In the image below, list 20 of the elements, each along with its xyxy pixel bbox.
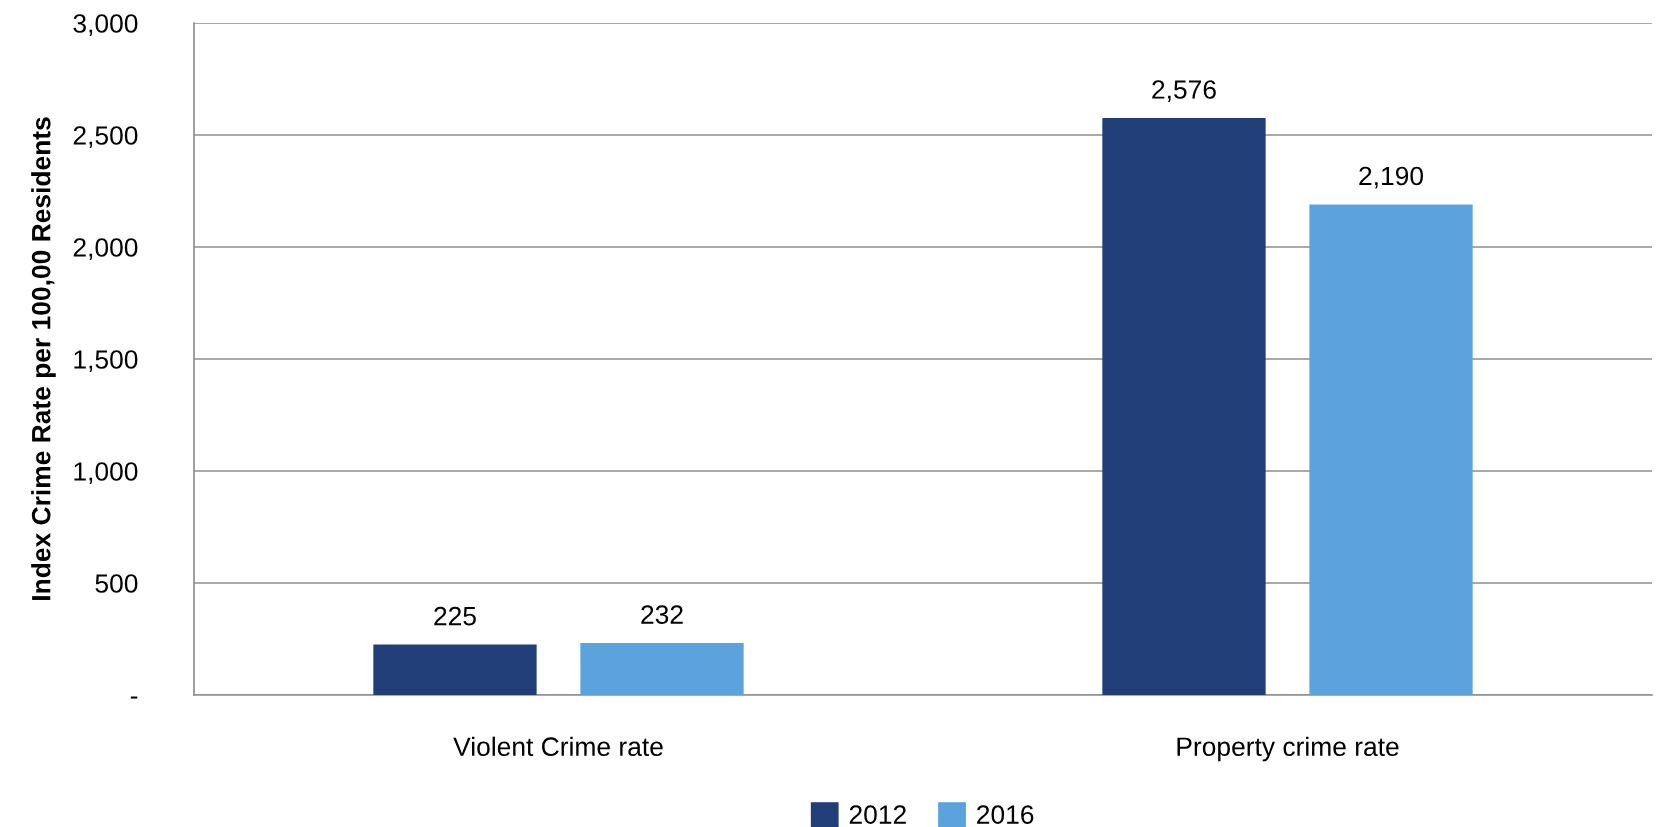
legend-label: 2016: [977, 805, 1034, 824]
bar: [1102, 117, 1266, 695]
bar: [580, 643, 744, 695]
legend-label: 2012: [849, 805, 906, 824]
bar: [373, 644, 537, 695]
y-axis-title: Index Crime Rate per 100,00 Residents: [31, 117, 56, 600]
x-tick-label: Violent Crime rate: [453, 736, 663, 757]
y-tick-label: 500: [95, 574, 138, 593]
data-label: 2,190: [1359, 166, 1424, 189]
y-tick-label: 1,500: [74, 350, 138, 372]
y-tick-label: -: [130, 696, 138, 699]
y-tick-label: 2,000: [73, 238, 138, 260]
x-tick-label: Property crime rate: [1177, 736, 1399, 762]
y-tick-label: 3,000: [73, 14, 138, 36]
y-tick-label: 2,500: [73, 126, 138, 148]
y-tick-label: 1,000: [74, 462, 138, 484]
data-label: 2,576: [1152, 80, 1216, 102]
bar: [1309, 204, 1473, 695]
data-label: 225: [434, 606, 476, 626]
data-label: 232: [641, 605, 683, 624]
